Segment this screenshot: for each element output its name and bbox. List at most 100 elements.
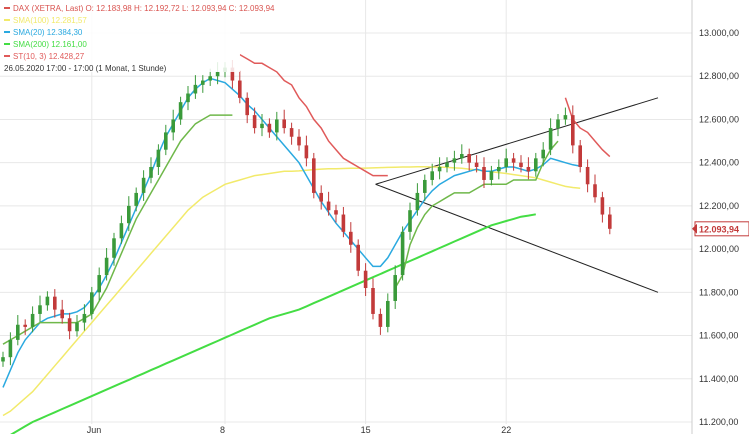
y-tick-label: 11.200,00 [699,417,738,427]
y-tick-label: 12.000,00 [699,244,739,254]
candle-body [282,119,286,129]
trendline-upper [375,97,659,185]
y-tick-label: 11.600,00 [699,331,738,341]
candle-body [60,309,64,319]
candle-body [97,275,101,293]
candle-body [238,80,242,98]
candle-body [349,231,353,245]
axes: 13.000,00 12.800,00 12.600,00 12.400,00 12.2… [87,0,749,435]
candle-body [600,197,605,215]
y-tick-label: 13.000,00 [699,28,739,38]
candle-body [445,162,449,167]
candle-body [141,177,146,193]
legend-entry[interactable]: DAX (XETRA, Last) O: 12.183,98 H: 12.192… [13,4,275,13]
candle-body [437,166,442,172]
candle-body [267,123,272,133]
y-tick-label: 12.800,00 [699,71,739,81]
supertrend-resistance-line [239,53,388,177]
candle-body [415,192,420,211]
sma100-line [2,166,581,417]
candle-body [127,205,131,224]
candle-body [363,270,368,289]
candle-body [164,132,168,150]
candle-body [171,119,175,133]
legend-entry[interactable]: SMA(20) 12.384,30 [13,28,83,37]
candle-body [526,166,531,172]
candle-body [230,67,235,81]
candle-body [430,171,434,180]
candle-body [8,339,13,358]
candle-body [260,123,264,129]
candle-body [571,115,575,146]
candle-body [104,257,109,276]
candle-body [423,179,427,193]
candle-body [30,313,35,327]
candle-body [23,324,27,327]
candle-body [593,184,597,198]
legend-background [0,0,240,72]
x-tick-label: 22 [501,425,511,434]
candle-body [400,231,405,276]
legend-entry[interactable]: ST(10, 3) 12.428,27 [13,52,85,61]
candle-body [356,244,360,271]
candle-body [90,292,94,314]
candle-body [519,162,523,167]
candle-body [297,136,301,146]
candle-body [45,296,50,306]
candle-body [178,102,183,120]
candle-body [497,166,501,172]
candle-body [112,238,116,258]
candle-body [1,357,5,362]
candle-body [489,171,494,180]
legend-entry[interactable]: SMA(200) 12.161,00 [13,40,87,49]
y-tick-label: 12.400,00 [699,158,739,168]
last-price-pointer [692,223,697,234]
supertrend-support-line [2,114,233,345]
candle-body [208,76,212,81]
candle-body [378,313,383,327]
indicator-layer [2,53,611,439]
candle-body [504,158,508,167]
candle-body [289,128,294,137]
candle-body [186,93,190,103]
candle-body [386,300,390,327]
candles [1,60,612,367]
candle-body [452,158,457,163]
candle-body [608,214,612,229]
y-tick-label: 11.400,00 [699,374,738,384]
candle-body [548,128,553,150]
candle-body [53,296,57,310]
candle-body [201,80,205,85]
candle-body [511,158,516,163]
candle-body [326,201,331,211]
legend-entry[interactable]: SMA(100) 12.281,57 [13,16,87,25]
candle-body [334,210,338,215]
candle-body [16,324,20,340]
candle-body [119,223,124,239]
candle-body [482,166,486,180]
candle-body [408,210,412,232]
candle-body [312,158,316,193]
candle-body [252,115,257,129]
legend: DAX (XETRA, Last) O: 12.183,98 H: 12.192… [0,0,275,73]
candle-body [215,71,220,77]
candle-body [541,149,545,159]
y-tick-label: 12.200,00 [699,201,739,211]
candle-body [149,166,153,178]
candle-body [556,119,560,129]
supertrend-support-line [394,140,559,289]
candle-body [393,275,397,301]
candle-body [534,158,538,172]
x-tick-label: 15 [361,425,371,434]
candle-body [371,288,375,314]
candle-body [156,149,161,167]
candle-body [245,97,249,116]
candle-body [75,322,79,332]
candle-body [341,214,346,232]
candle-body [82,313,87,323]
candle-body [134,192,138,206]
candle-body [275,119,279,133]
y-tick-label: 11.800,00 [699,287,738,297]
